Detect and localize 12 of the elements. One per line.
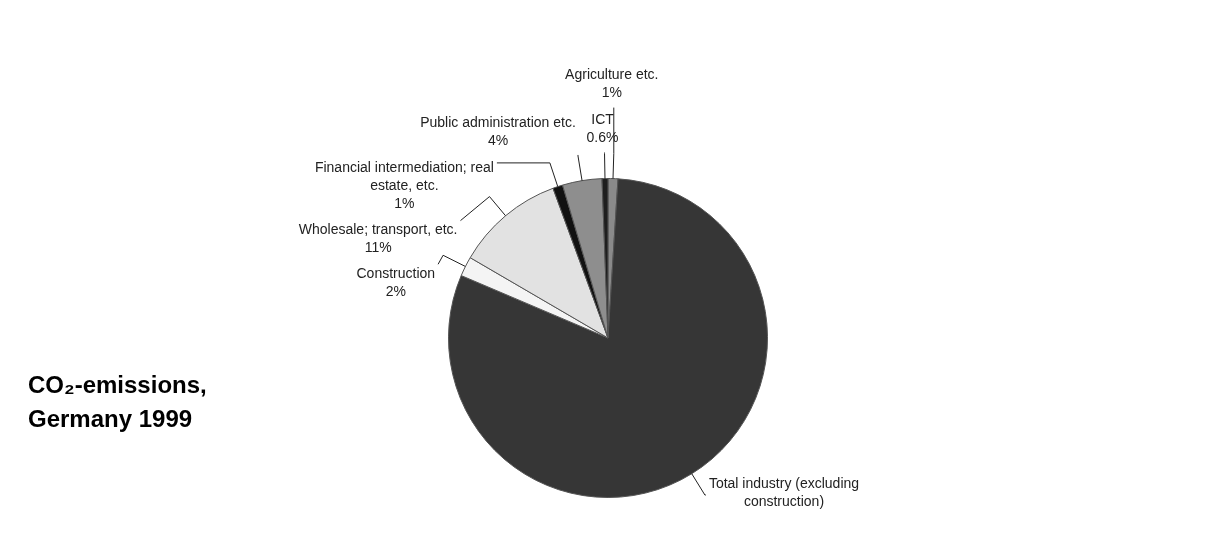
data-label: 11% — [364, 239, 392, 256]
text: CO₂-emissions, Germany 1999 — [28, 370, 208, 434]
slice-label: Wholesale; transport, etc. — [298, 221, 458, 238]
slice-label: Financial intermediation; real estate, etc. — [314, 158, 494, 193]
slice-label: Public administration etc. — [420, 113, 576, 130]
slice-label: Agriculture etc. — [565, 66, 659, 83]
slice-label: Total industry (excluding construction) — [708, 474, 860, 509]
slice-label: Construction — [356, 265, 436, 282]
data-label: 1% — [394, 194, 415, 211]
data-label: 4% — [487, 131, 509, 148]
data-label: 2% — [385, 283, 406, 300]
data-label: 1% — [601, 84, 622, 101]
